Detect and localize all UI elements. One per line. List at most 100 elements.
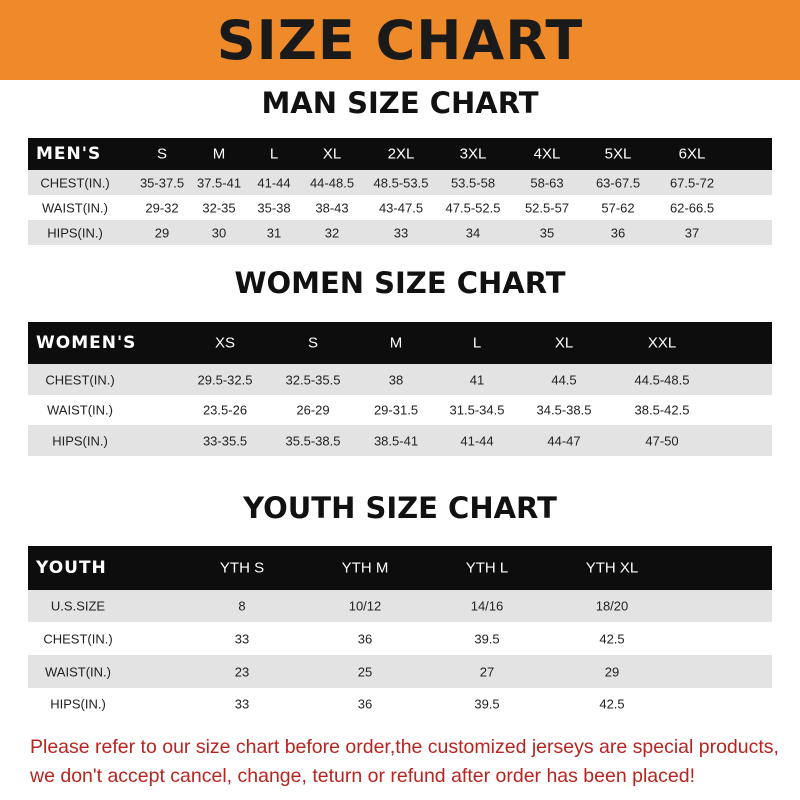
table-cell: 41-44 (460, 433, 494, 448)
table-cell: 44.5 (551, 372, 577, 387)
table-cell: 43-47.5 (378, 200, 424, 215)
table-cell: 63-67.5 (595, 175, 641, 190)
size-header: 5XL (604, 145, 632, 163)
table-cell: 39.5 (474, 631, 500, 646)
table-cell: 29-32 (145, 200, 179, 215)
size-header: YTH M (341, 559, 389, 577)
measure-label: CHEST(IN.) (40, 175, 110, 190)
measure-label: HIPS(IN.) (52, 433, 108, 448)
order-notice: Please refer to our size chart before or… (30, 733, 790, 791)
table-cell: 52.5-57 (524, 200, 570, 215)
notice-line-2: we don't accept cancel, change, teturn o… (30, 765, 695, 787)
size-header: YTH L (465, 559, 509, 577)
table-row: CHEST(IN.) 35-37.5 37.5-41 41-44 44-48.5 48.5… (28, 170, 772, 195)
table-cell: 38 (388, 372, 404, 387)
women-size-table: WOMEN'S XS S M L XL XXL CHEST(IN.) 29.5-32.5 32.5… (28, 322, 772, 456)
table-cell: 38.5-42.5 (634, 402, 690, 418)
table-cell: 62-66.5 (669, 200, 715, 215)
table-cell: 67.5-72 (669, 175, 715, 190)
table-cell: 37.5-41 (196, 175, 242, 190)
table-cell: 23 (234, 664, 250, 679)
banner-title: SIZE CHART (216, 8, 584, 72)
size-header: L (269, 145, 279, 163)
table-cell: 29 (604, 664, 620, 679)
table-cell: 31 (266, 225, 282, 240)
size-header: XS (214, 334, 236, 352)
table-cell: 33-35.5 (202, 433, 248, 448)
size-header: XXL (647, 334, 677, 352)
table-cell: 14/16 (470, 598, 504, 614)
table-cell: 29 (154, 225, 170, 240)
measure-label: U.S.SIZE (50, 598, 106, 614)
table-cell: 38-43 (315, 200, 349, 215)
table-row: U.S.SIZE 8 10/12 14/16 18/20 (28, 590, 772, 622)
measure-label: HIPS(IN.) (47, 225, 103, 240)
table-cell: 35 (539, 225, 555, 240)
table-cell: 47-50 (645, 433, 679, 448)
table-cell: 41 (469, 372, 485, 387)
table-cell: 32 (324, 225, 340, 240)
size-header: YTH XL (585, 559, 639, 577)
table-cell: 34.5-38.5 (536, 402, 592, 418)
table-cell: 53.5-58 (450, 175, 496, 190)
table-cell: 39.5 (474, 696, 500, 712)
table-cell: 47.5-52.5 (445, 200, 501, 215)
table-title-cell: YOUTH (36, 558, 107, 578)
measure-label: CHEST(IN.) (43, 631, 113, 646)
size-header: 6XL (678, 145, 706, 163)
men-size-table: MEN'S S M L XL 2XL 3XL 4XL 5XL 6XL CHEST(IN.) 35-37… (28, 138, 772, 245)
table-cell: 8 (238, 598, 246, 614)
table-cell: 23.5-26 (202, 402, 248, 418)
table-cell: 18/20 (595, 598, 629, 614)
table-cell: 44.5-48.5 (634, 372, 690, 387)
table-cell: 29.5-32.5 (197, 372, 253, 387)
table-row: CHEST(IN.) 29.5-32.5 32.5-35.5 38 41 44.5 44.5… (28, 364, 772, 395)
table-row: HIPS(IN.) 33-35.5 35.5-38.5 38.5-41 41-44 44-… (28, 425, 772, 456)
table-cell: 29-31.5 (373, 402, 419, 418)
table-header-row: WOMEN'S XS S M L XL XXL (28, 322, 772, 364)
table-cell: 42.5 (599, 631, 625, 646)
table-row: HIPS(IN.) 29 30 31 32 33 34 35 36 37 (28, 220, 772, 245)
table-cell: 48.5-53.5 (373, 175, 429, 190)
measure-label: WAIST(IN.) (47, 402, 113, 418)
table-row: CHEST(IN.) 33 36 39.5 42.5 (28, 622, 772, 655)
table-row: HIPS(IN.) 33 36 39.5 42.5 (28, 688, 772, 720)
size-header: M (212, 145, 226, 163)
size-header: 2XL (387, 145, 415, 163)
youth-title: YOUTH SIZE CHART (243, 491, 557, 525)
men-title: MAN SIZE CHART (261, 86, 539, 120)
table-cell: 36 (357, 631, 373, 646)
table-cell: 27 (479, 664, 495, 679)
table-cell: 10/12 (348, 598, 382, 614)
table-header-row: MEN'S S M L XL 2XL 3XL 4XL 5XL 6XL (28, 138, 772, 170)
table-cell: 36 (357, 696, 373, 712)
size-header: S (307, 334, 319, 352)
size-header: L (472, 334, 482, 352)
size-header: YTH S (219, 559, 265, 577)
table-cell: 32.5-35.5 (285, 372, 341, 387)
table-cell: 35-37.5 (139, 175, 185, 190)
size-header: XL (554, 334, 574, 352)
table-row: WAIST(IN.) 23 25 27 29 (28, 655, 772, 688)
table-row: WAIST(IN.) 23.5-26 26-29 29-31.5 31.5-34.5 34… (28, 395, 772, 425)
table-cell: 32-35 (202, 200, 236, 215)
measure-label: WAIST(IN.) (45, 664, 111, 679)
table-cell: 33 (234, 631, 250, 646)
size-chart-banner: SIZE CHART (0, 0, 800, 80)
size-header: XL (322, 145, 342, 163)
table-cell: 35-38 (257, 200, 291, 215)
size-header: 4XL (533, 145, 561, 163)
youth-size-table: YOUTH YTH S YTH M YTH L YTH XL U.S.SIZE 8 10/12… (28, 546, 772, 720)
table-cell: 44-47 (547, 433, 581, 448)
table-cell: 35.5-38.5 (285, 433, 341, 448)
table-cell: 33 (393, 225, 409, 240)
table-cell: 57-62 (601, 200, 635, 215)
notice-line-1: Please refer to our size chart before or… (30, 736, 779, 758)
table-title-cell: MEN'S (36, 144, 102, 164)
table-cell: 36 (610, 225, 626, 240)
table-cell: 38.5-41 (373, 433, 419, 448)
table-cell: 26-29 (296, 402, 330, 418)
table-cell: 31.5-34.5 (449, 402, 505, 418)
size-header: 3XL (459, 145, 487, 163)
table-cell: 34 (465, 225, 481, 240)
